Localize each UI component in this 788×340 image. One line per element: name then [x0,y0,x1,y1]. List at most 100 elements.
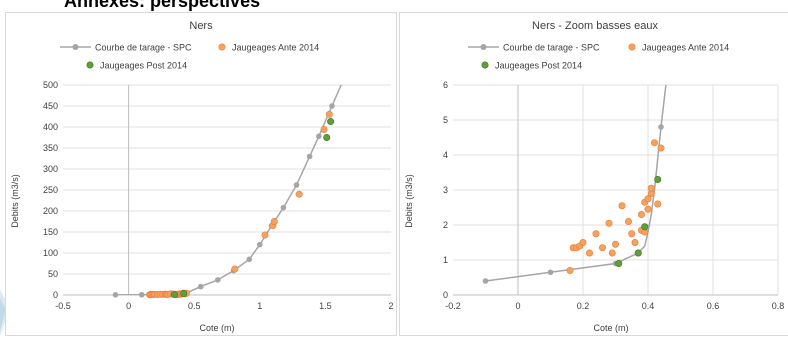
gauging-post-2014-point [641,223,649,231]
y-tick-label: 6 [443,80,448,90]
x-tick-label: 0.4 [642,301,655,311]
y-axis-label: Debits (m3/s) [404,174,414,228]
rating-curve-point [316,133,322,140]
x-tick-label: 2 [388,301,393,311]
y-tick-label: 0 [443,290,448,300]
legend-marker-ante [628,43,636,51]
y-tick-label: 200 [43,206,58,216]
gauging-ante-2014-point [644,205,652,213]
chart-legend: Courbe de tarage - SPC Jaugeages Ante 20… [60,43,319,71]
x-tick-label: 0 [126,301,131,311]
y-tick-label: 2 [443,220,448,230]
gauging-post-2014-point [654,176,662,184]
gauging-ante-2014-point [592,230,600,238]
y-tick-label: 3 [443,185,448,195]
gauging-ante-2014-point [295,190,303,198]
gauging-ante-2014-point [651,139,659,147]
chart-ners: Ners Courbe de tarage - SPC Jaugeages An… [10,20,394,333]
gauging-ante-2014-point [608,249,616,257]
rating-curve-point [246,256,253,263]
gauging-ante-2014-point [320,126,328,134]
chart-legend: Courbe de tarage - SPC Jaugeages Ante 20… [468,43,729,71]
y-tick-label: 250 [43,185,58,195]
gauging-ante-2014-point [654,200,662,208]
gauging-post-2014-point [323,134,331,142]
rating-curve-point [329,103,335,109]
rating-curve-point [215,277,221,283]
gauging-ante-2014-point [631,239,639,247]
x-tick-label: -0.5 [55,301,71,311]
x-axis-label: Cote (m) [199,323,234,333]
legend-label-curve: Courbe de tarage - SPC [95,43,192,53]
gauging-ante-2014-point [325,110,333,118]
gauging-ante-2014-point [628,230,636,238]
x-tick-label: 1.5 [319,301,332,311]
gauging-post-2014-point [327,118,335,126]
gauging-post-2014-point [615,260,623,268]
chart-panel-ners-zoom: Ners - Zoom basses eaux Courbe de tarage… [399,12,788,336]
gauging-ante-2014-point [647,184,655,192]
gauging-ante-2014-point [644,195,652,203]
legend-marker-post [481,61,489,69]
y-tick-label: 300 [43,164,58,174]
y-tick-label: 50 [48,269,58,279]
x-tick-label: 0 [515,301,520,311]
gauging-ante-2014-point [625,218,633,226]
gauging-post-2014-point [634,249,642,257]
rating-curve-point [138,291,145,298]
legend-label-ante: Jaugeages Ante 2014 [642,43,729,53]
x-tick-label: 1 [257,301,262,311]
slide-header-fragment: Annexes: perspectives [0,0,788,13]
y-tick-label: 400 [43,122,58,132]
x-tick-label: 0.8 [772,301,785,311]
chart-panel-ners: Ners Courbe de tarage - SPC Jaugeages An… [5,12,397,336]
gauging-ante-2014-point [231,265,239,273]
gauging-ante-2014-point [618,202,626,210]
y-tick-label: 100 [43,248,58,258]
x-tick-label: 0.6 [707,301,720,311]
y-tick-label: 0 [53,290,58,300]
x-axis-label: Cote (m) [593,323,628,333]
y-tick-label: 4 [443,150,448,160]
legend-label-post: Jaugeages Post 2014 [495,61,582,71]
rating-curve-point [658,124,664,130]
gauging-ante-2014-point [566,267,574,275]
rating-curve-point [197,283,204,290]
legend-label-curve: Courbe de tarage - SPC [503,43,600,53]
gauging-ante-2014-point [599,244,607,252]
rating-curve-point [112,292,119,298]
slide-header-text: Annexes: perspectives [64,0,261,11]
legend-marker-curve [480,44,487,50]
gauging-ante-2014-point [638,211,646,219]
gauging-post-2014-point [171,291,179,299]
y-tick-label: 150 [43,227,58,237]
gauging-ante-2014-point [612,240,620,248]
gauging-ante-2014-point [586,249,594,257]
rating-curve-point [257,241,263,248]
legend-marker-curve [72,44,79,50]
rating-curve-point [280,204,287,211]
gauging-ante-2014-point [579,239,587,247]
rating-curve-point [293,182,300,188]
gauging-ante-2014-point [261,231,269,239]
y-tick-label: 1 [443,255,448,265]
x-tick-label: -0.2 [445,301,461,311]
y-axis-label: Debits (m3/s) [10,174,20,228]
chart-title: Ners [189,20,213,32]
y-tick-label: 450 [43,101,58,111]
rating-curve-point [306,153,313,160]
legend-marker-post [86,61,94,69]
x-tick-label: 0.5 [188,301,201,311]
y-tick-label: 5 [443,115,448,125]
rating-curve-point [547,269,554,276]
rating-curve-point [482,278,489,284]
legend-label-post: Jaugeages Post 2014 [100,61,187,71]
gauging-post-2014-point [180,290,188,298]
y-tick-label: 350 [43,143,58,153]
y-tick-label: 500 [43,80,58,90]
chart-ners-zoom: Ners - Zoom basses eaux Courbe de tarage… [404,20,784,333]
x-tick-label: 0.2 [577,301,590,311]
gauging-ante-2014-point [605,219,613,227]
